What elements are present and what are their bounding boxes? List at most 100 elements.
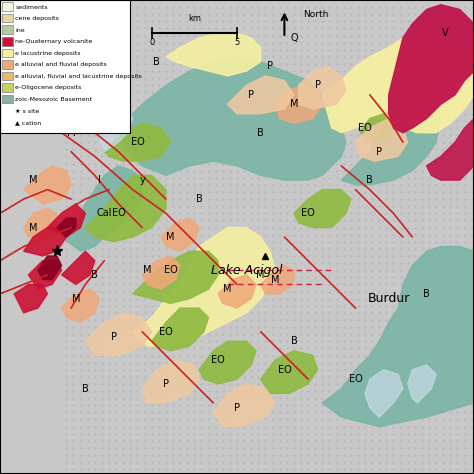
- Text: Q: Q: [290, 33, 298, 43]
- Text: Lake Acigol: Lake Acigol: [211, 264, 282, 277]
- Text: ine: ine: [15, 27, 25, 33]
- Polygon shape: [38, 256, 62, 280]
- Bar: [2, 26, 13, 34]
- Text: ▲ cation: ▲ cation: [15, 120, 41, 125]
- Bar: [2, 60, 13, 69]
- Text: EO: EO: [159, 327, 173, 337]
- Text: I: I: [98, 175, 101, 185]
- Text: P: P: [234, 402, 240, 413]
- Text: Pl: Pl: [67, 128, 75, 138]
- Polygon shape: [389, 5, 474, 133]
- Polygon shape: [24, 209, 57, 237]
- Text: B: B: [82, 383, 89, 394]
- Text: P: P: [267, 61, 273, 72]
- Text: M: M: [143, 265, 151, 275]
- Text: Q: Q: [91, 104, 99, 114]
- Text: e alluvial, fluvial and lacustrine deposits: e alluvial, fluvial and lacustrine depos…: [15, 74, 142, 79]
- Text: Burdur: Burdur: [367, 292, 410, 305]
- Text: km: km: [188, 14, 201, 23]
- Text: EO: EO: [164, 265, 178, 275]
- Polygon shape: [218, 275, 256, 308]
- Polygon shape: [24, 228, 66, 256]
- Polygon shape: [85, 313, 152, 356]
- Bar: [62, 0, 474, 474]
- Polygon shape: [356, 118, 408, 161]
- Text: P: P: [248, 90, 254, 100]
- Polygon shape: [360, 114, 393, 142]
- Bar: [2, 72, 13, 80]
- Polygon shape: [100, 109, 133, 152]
- Text: EO: EO: [358, 123, 372, 133]
- Polygon shape: [133, 251, 218, 303]
- Polygon shape: [166, 33, 261, 76]
- Text: B: B: [423, 289, 430, 299]
- Text: EO: EO: [348, 374, 363, 384]
- Text: M: M: [290, 99, 298, 109]
- Text: y: y: [139, 175, 145, 185]
- Text: B: B: [91, 270, 98, 280]
- Polygon shape: [62, 166, 142, 251]
- Text: P: P: [376, 146, 382, 157]
- Text: B: B: [366, 175, 373, 185]
- Polygon shape: [322, 246, 474, 427]
- Bar: [2, 95, 13, 103]
- Text: P: P: [163, 379, 169, 389]
- Text: EO: EO: [277, 365, 292, 375]
- Text: North: North: [303, 10, 329, 18]
- Polygon shape: [261, 351, 318, 393]
- Polygon shape: [62, 251, 95, 284]
- Polygon shape: [24, 166, 71, 204]
- Text: EO: EO: [211, 355, 225, 365]
- Text: cene deposits: cene deposits: [15, 16, 59, 21]
- Text: 0: 0: [149, 38, 155, 47]
- Polygon shape: [142, 360, 199, 403]
- Polygon shape: [294, 190, 351, 228]
- FancyBboxPatch shape: [0, 0, 130, 133]
- Text: M: M: [223, 284, 232, 294]
- Polygon shape: [104, 123, 171, 161]
- Polygon shape: [142, 256, 180, 289]
- Polygon shape: [133, 228, 275, 346]
- Text: EO: EO: [130, 137, 145, 147]
- Polygon shape: [28, 261, 62, 289]
- Polygon shape: [57, 218, 76, 237]
- Polygon shape: [427, 118, 474, 180]
- Polygon shape: [62, 289, 100, 322]
- Polygon shape: [365, 370, 403, 417]
- Text: M: M: [72, 293, 80, 304]
- Polygon shape: [341, 66, 441, 185]
- Text: e lacustrine deposits: e lacustrine deposits: [15, 51, 81, 56]
- Polygon shape: [299, 66, 346, 109]
- Polygon shape: [213, 384, 275, 427]
- Polygon shape: [322, 33, 474, 133]
- Text: Cal: Cal: [97, 208, 112, 219]
- Polygon shape: [14, 284, 47, 313]
- Text: M: M: [271, 274, 279, 285]
- Bar: [2, 2, 13, 11]
- Text: EO: EO: [111, 208, 126, 219]
- Text: 5: 5: [234, 38, 240, 47]
- Text: P: P: [111, 331, 117, 342]
- Text: M: M: [256, 270, 265, 280]
- Text: EO: EO: [301, 208, 315, 219]
- Polygon shape: [118, 57, 346, 180]
- Bar: [2, 83, 13, 91]
- Bar: [2, 14, 13, 22]
- Polygon shape: [261, 265, 294, 294]
- Polygon shape: [228, 76, 294, 114]
- Text: e-Oligocene deposits: e-Oligocene deposits: [15, 85, 82, 91]
- Text: ★ s site: ★ s site: [15, 109, 39, 113]
- Text: e alluvial and fluvial deposits: e alluvial and fluvial deposits: [15, 62, 107, 67]
- Bar: [2, 48, 13, 57]
- Text: P: P: [315, 80, 320, 91]
- Text: M: M: [166, 232, 175, 242]
- Polygon shape: [161, 218, 199, 251]
- Polygon shape: [152, 308, 209, 351]
- Polygon shape: [85, 175, 166, 242]
- Text: M: M: [29, 222, 37, 233]
- Text: M: M: [29, 175, 37, 185]
- Polygon shape: [275, 85, 322, 123]
- Text: B: B: [196, 194, 202, 204]
- Bar: [2, 37, 13, 46]
- Text: B: B: [291, 336, 297, 346]
